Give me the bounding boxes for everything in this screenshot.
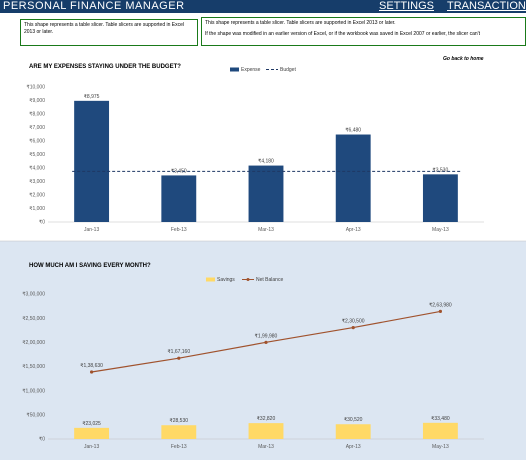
x-tick-label: Apr-13: [346, 227, 361, 233]
x-tick-label: Jan-13: [84, 227, 100, 233]
bar-data-label: ₹3,530: [433, 167, 449, 173]
bar-expense: [335, 134, 371, 222]
legend-label: Budget: [280, 67, 296, 73]
savings-chart: ₹0 ₹50,000 ₹1,00,000 ₹1,50,000 ₹2,00,000 ₹2,5…: [22, 277, 484, 450]
legend-marker-net-balance: [246, 278, 250, 281]
expense-chart: ₹0 ₹1,000 ₹2,000 ₹3,000 ₹4,000 ₹5,000 ₹6,000 ₹7…: [27, 67, 484, 233]
y-tick-label: ₹3,000: [29, 179, 45, 185]
y-tick-label: ₹3,00,000: [22, 292, 45, 298]
bar-data-label: ₹6,480: [345, 128, 361, 134]
y-tick-label: ₹0: [39, 437, 45, 443]
y-tick-label: ₹50,000: [27, 413, 46, 419]
x-tick-label: Jan-13: [84, 444, 100, 450]
bar-savings: [248, 423, 284, 439]
bar-savings: [161, 425, 197, 439]
x-tick-label: Apr-13: [346, 444, 361, 450]
bar-savings: [74, 427, 110, 439]
x-tick-label: Mar-13: [258, 227, 274, 233]
y-tick-label: ₹7,000: [29, 125, 45, 131]
app-title: PERSONAL FINANCE MANAGER: [3, 0, 185, 12]
slicer-message: This shape represents a table slicer. Ta…: [24, 22, 184, 35]
bar-expense: [422, 174, 458, 222]
bar-data-label: ₹30,520: [344, 417, 363, 423]
y-tick-label: ₹10,000: [27, 85, 46, 91]
bar-data-label: ₹33,480: [431, 416, 450, 422]
line-data-label: ₹2,63,980: [429, 302, 452, 308]
legend-swatch-savings: [206, 277, 215, 282]
legend-label: Net Balance: [256, 277, 283, 283]
legend-swatch-expense: [230, 67, 239, 72]
y-tick-label: ₹0: [39, 220, 45, 226]
line-data-label: ₹1,99,980: [255, 333, 278, 339]
x-tick-label: Mar-13: [258, 444, 274, 450]
slicer-message: This shape represents a table slicer. Ta…: [205, 20, 396, 26]
line-data-label: ₹2,30,500: [342, 319, 365, 325]
nav-transactions-link[interactable]: TRANSACTIONS: [447, 0, 526, 12]
line-data-label: ₹1,38,630: [80, 363, 103, 369]
y-tick-label: ₹6,000: [29, 139, 45, 145]
bar-data-label: ₹4,180: [258, 159, 274, 165]
header-bar: PERSONAL FINANCE MANAGER SETTINGS TRANSA…: [0, 0, 526, 13]
y-tick-label: ₹8,000: [29, 112, 45, 118]
x-tick-label: Feb-13: [171, 227, 187, 233]
net-balance-point: [351, 325, 355, 330]
y-tick-label: ₹1,00,000: [22, 388, 45, 394]
savings-chart-title: HOW MUCH AM I SAVING EVERY MONTH?: [29, 263, 151, 269]
bar-expense: [161, 175, 197, 222]
category-slicer-placeholder[interactable]: This shape represents a table slicer. Ta…: [201, 17, 526, 46]
bar-expense: [74, 100, 110, 222]
y-tick-label: ₹5,000: [29, 152, 45, 158]
nav-settings-link[interactable]: SETTINGS: [379, 0, 435, 12]
y-tick-label: ₹2,00,000: [22, 340, 45, 346]
bar-data-label: ₹28,530: [170, 418, 189, 424]
expense-chart-title: ARE MY EXPENSES STAYING UNDER THE BUDGET…: [29, 64, 181, 70]
line-data-label: ₹1,67,160: [167, 349, 190, 355]
bar-savings: [335, 424, 371, 439]
x-tick-label: May-13: [432, 227, 449, 233]
go-back-link[interactable]: Go back to home: [443, 56, 484, 62]
bar-data-label: ₹32,820: [257, 416, 276, 422]
bar-data-label: ₹23,025: [82, 421, 101, 427]
net-balance-point: [177, 356, 181, 360]
slicer-message-2: If the shape was modified in an earlier …: [205, 31, 480, 37]
y-tick-label: ₹2,50,000: [22, 316, 45, 322]
net-balance-point: [264, 340, 268, 344]
bar-data-label: ₹8,975: [84, 94, 100, 100]
x-tick-label: May-13: [432, 444, 449, 450]
y-tick-label: ₹4,000: [29, 166, 45, 172]
y-tick-label: ₹9,000: [29, 98, 45, 104]
bar-expense: [248, 165, 284, 222]
y-tick-label: ₹2,000: [29, 193, 45, 199]
legend-label: Expense: [241, 67, 261, 73]
y-tick-label: ₹1,000: [29, 206, 45, 212]
net-balance-point: [90, 370, 94, 374]
legend-label: Savings: [217, 277, 235, 283]
y-tick-label: ₹1,50,000: [22, 364, 45, 370]
net-balance-point: [438, 309, 442, 314]
bar-savings: [422, 422, 458, 439]
month-slicer-placeholder[interactable]: This shape represents a table slicer. Ta…: [20, 19, 198, 46]
x-tick-label: Feb-13: [171, 444, 187, 450]
